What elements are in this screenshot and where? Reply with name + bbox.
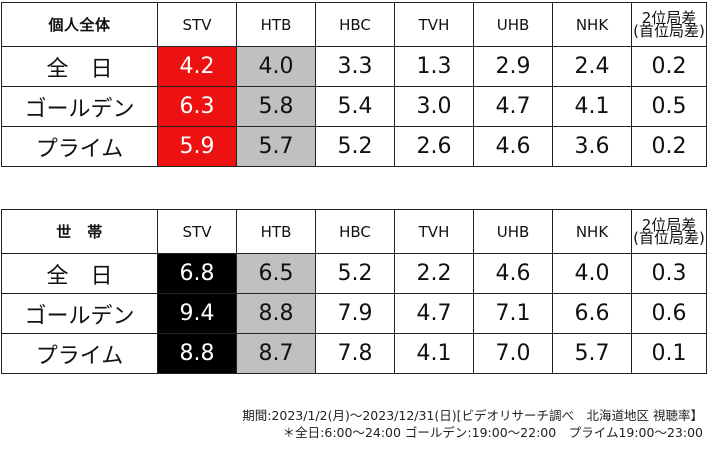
cell-htb: 8.7 bbox=[236, 333, 316, 374]
table-row-allday: 全 日 4.2 4.0 3.3 1.3 2.9 2.4 0.2 bbox=[1, 46, 707, 87]
column-header-nhk: NHK bbox=[552, 209, 632, 254]
cell-hbc: 3.3 bbox=[315, 46, 395, 87]
cell-htb: 8.8 bbox=[236, 293, 316, 334]
column-header-diff: 2位局差 (首位局差) bbox=[631, 2, 707, 47]
cell-diff: 0.1 bbox=[631, 333, 707, 374]
cell-nhk: 2.4 bbox=[552, 46, 632, 87]
cell-tvh: 2.2 bbox=[394, 253, 474, 294]
row-label: プライム bbox=[1, 126, 158, 167]
cell-tvh: 3.0 bbox=[394, 86, 474, 127]
cell-hbc: 5.2 bbox=[315, 126, 395, 167]
footnote-period: 期間:2023/1/2(月)〜2023/12/31(日)[ビデオリサーチ調べ 北… bbox=[242, 408, 703, 423]
cell-stv: 6.3 bbox=[157, 86, 237, 127]
column-header-stv: STV bbox=[157, 209, 237, 254]
column-header-htb: HTB bbox=[236, 209, 316, 254]
table-header-row: 個人全体 STV HTB HBC TVH UHB NHK 2位局差 (首位局差) bbox=[1, 2, 707, 47]
cell-nhk: 6.6 bbox=[552, 293, 632, 334]
row-label: ゴールデン bbox=[1, 86, 158, 127]
cell-hbc: 7.9 bbox=[315, 293, 395, 334]
column-header-hbc: HBC bbox=[315, 209, 395, 254]
cell-uhb: 2.9 bbox=[473, 46, 553, 87]
diff-header-line1: 2位局差 bbox=[641, 8, 697, 27]
column-header-tvh: TVH bbox=[394, 209, 474, 254]
column-header-nhk: NHK bbox=[552, 2, 632, 47]
cell-stv: 5.9 bbox=[157, 126, 237, 167]
row-label: 全 日 bbox=[1, 46, 158, 87]
cell-tvh: 1.3 bbox=[394, 46, 474, 87]
cell-uhb: 4.6 bbox=[473, 253, 553, 294]
diff-header-line2: (首位局差) bbox=[633, 228, 705, 247]
cell-diff: 0.2 bbox=[631, 126, 707, 167]
cell-tvh: 4.1 bbox=[394, 333, 474, 374]
cell-tvh: 4.7 bbox=[394, 293, 474, 334]
cell-nhk: 4.0 bbox=[552, 253, 632, 294]
cell-uhb: 4.7 bbox=[473, 86, 553, 127]
footnote-timeslots: ＊全日:6:00〜24:00 ゴールデン:19:00〜22:00 プライム19:… bbox=[282, 425, 703, 440]
cell-hbc: 5.2 bbox=[315, 253, 395, 294]
cell-hbc: 7.8 bbox=[315, 333, 395, 374]
cell-stv: 9.4 bbox=[157, 293, 237, 334]
cell-diff: 0.3 bbox=[631, 253, 707, 294]
table-row-golden: ゴールデン 9.4 8.8 7.9 4.7 7.1 6.6 0.6 bbox=[1, 293, 707, 334]
cell-uhb: 7.0 bbox=[473, 333, 553, 374]
cell-diff: 0.5 bbox=[631, 86, 707, 127]
cell-nhk: 4.1 bbox=[552, 86, 632, 127]
diff-header-line1: 2位局差 bbox=[641, 215, 697, 234]
cell-htb: 5.8 bbox=[236, 86, 316, 127]
cell-stv: 6.8 bbox=[157, 253, 237, 294]
row-label: プライム bbox=[1, 333, 158, 374]
cell-uhb: 7.1 bbox=[473, 293, 553, 334]
column-header-uhb: UHB bbox=[473, 2, 553, 47]
cell-diff: 0.2 bbox=[631, 46, 707, 87]
column-header-hbc: HBC bbox=[315, 2, 395, 47]
row-label: ゴールデン bbox=[1, 293, 158, 334]
column-header-tvh: TVH bbox=[394, 2, 474, 47]
cell-htb: 4.0 bbox=[236, 46, 316, 87]
cell-htb: 6.5 bbox=[236, 253, 316, 294]
cell-uhb: 4.6 bbox=[473, 126, 553, 167]
column-header-diff: 2位局差 (首位局差) bbox=[631, 209, 707, 254]
table-row-golden: ゴールデン 6.3 5.8 5.4 3.0 4.7 4.1 0.5 bbox=[1, 86, 707, 127]
cell-stv: 4.2 bbox=[157, 46, 237, 87]
table-title: 個人全体 bbox=[1, 2, 158, 47]
cell-hbc: 5.4 bbox=[315, 86, 395, 127]
column-header-stv: STV bbox=[157, 2, 237, 47]
table-row-prime: プライム 8.8 8.7 7.8 4.1 7.0 5.7 0.1 bbox=[1, 333, 707, 374]
row-label: 全 日 bbox=[1, 253, 158, 294]
cell-stv: 8.8 bbox=[157, 333, 237, 374]
table-title: 世 帯 bbox=[1, 209, 158, 254]
ratings-table-individual: 個人全体 STV HTB HBC TVH UHB NHK 2位局差 (首位局差)… bbox=[1, 2, 707, 167]
cell-htb: 5.7 bbox=[236, 126, 316, 167]
cell-tvh: 2.6 bbox=[394, 126, 474, 167]
table-header-row: 世 帯 STV HTB HBC TVH UHB NHK 2位局差 (首位局差) bbox=[1, 209, 707, 254]
cell-diff: 0.6 bbox=[631, 293, 707, 334]
cell-nhk: 3.6 bbox=[552, 126, 632, 167]
column-header-htb: HTB bbox=[236, 2, 316, 47]
column-header-uhb: UHB bbox=[473, 209, 553, 254]
diff-header-line2: (首位局差) bbox=[633, 21, 705, 40]
ratings-table-household: 世 帯 STV HTB HBC TVH UHB NHK 2位局差 (首位局差) … bbox=[1, 209, 707, 374]
table-row-prime: プライム 5.9 5.7 5.2 2.6 4.6 3.6 0.2 bbox=[1, 126, 707, 167]
cell-nhk: 5.7 bbox=[552, 333, 632, 374]
table-row-allday: 全 日 6.8 6.5 5.2 2.2 4.6 4.0 0.3 bbox=[1, 253, 707, 294]
